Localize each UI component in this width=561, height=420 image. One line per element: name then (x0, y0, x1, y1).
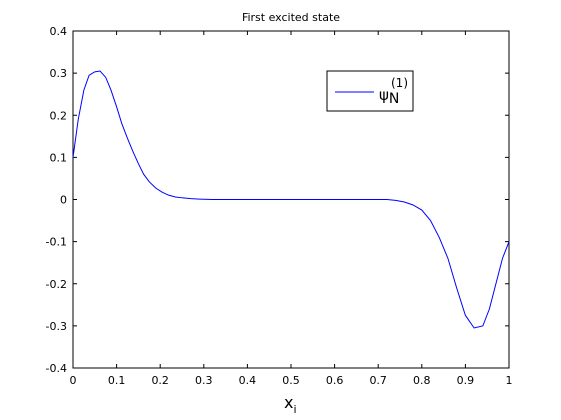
x-tick-label: 0.8 (413, 374, 431, 387)
x-tick-label: 0.4 (239, 374, 257, 387)
y-tick-label: -0.4 (46, 362, 67, 375)
y-tick-label: 0.3 (50, 67, 68, 80)
y-tick-label: -0.3 (46, 320, 67, 333)
y-tick-label: -0.2 (46, 278, 67, 291)
x-tick-label: 0 (70, 374, 77, 387)
legend-subscript: N (389, 91, 399, 107)
x-tick-label: 0.9 (457, 374, 475, 387)
legend-psi-symbol: ψ (379, 86, 389, 104)
x-axis-label: xi (284, 393, 297, 416)
x-tick-label: 0.1 (108, 374, 126, 387)
x-tick-label: 0.5 (282, 374, 300, 387)
y-tick-label: 0.1 (50, 151, 68, 164)
x-tick-label: 0.3 (195, 374, 213, 387)
ticks (72, 30, 510, 369)
legend: ψN (1) (326, 70, 414, 112)
tick-labels: 0 0.1 0.2 0.3 0.4 0.5 0.6 0.7 0.8 0.9 1 -0.4 -0.3 -0.… (46, 25, 513, 387)
x-axis-label-subscript: i (293, 403, 296, 416)
y-tick-label: 0.2 (50, 109, 68, 122)
x-tick-label: 0.7 (369, 374, 387, 387)
x-axis-label-main: x (284, 393, 293, 412)
x-tick-label: 0.6 (326, 374, 344, 387)
y-tick-label: -0.1 (46, 236, 67, 249)
y-tick-label: 0 (60, 194, 67, 207)
legend-box (326, 70, 414, 112)
series-line-psi-n-1 (72, 70, 510, 329)
x-tick-label: 1 (506, 374, 513, 387)
legend-superscript: (1) (391, 76, 408, 90)
y-tick-label: 0.4 (50, 25, 68, 38)
x-tick-label: 0.2 (151, 374, 169, 387)
chart-title: First excited state (242, 11, 340, 24)
legend-entry-psi: ψN (379, 86, 399, 107)
